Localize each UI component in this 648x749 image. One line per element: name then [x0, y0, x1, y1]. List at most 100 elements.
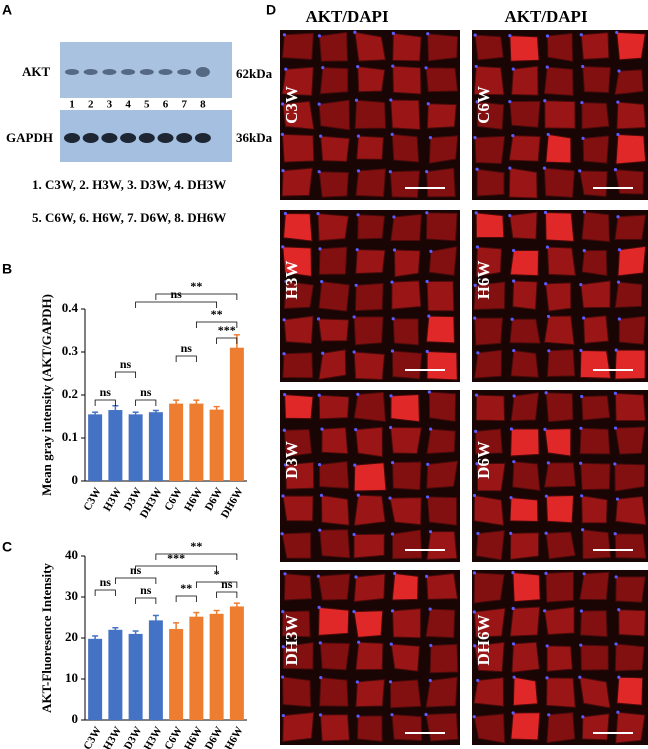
muscle-fiber — [353, 533, 385, 559]
nucleus — [473, 136, 477, 140]
nucleus — [429, 427, 433, 431]
muscle-fiber — [357, 66, 386, 93]
muscle-fiber — [582, 529, 612, 560]
blot-label: GAPDH — [6, 130, 53, 145]
muscle-fiber — [546, 246, 577, 277]
blot-size: 36kDa — [236, 130, 273, 145]
nucleus — [474, 64, 478, 69]
blot-band — [195, 67, 210, 77]
muscle-fiber — [429, 643, 459, 674]
nucleus — [472, 571, 477, 575]
blot-band — [120, 133, 137, 143]
muscle-fiber — [354, 99, 387, 130]
muscle-fiber — [355, 426, 383, 458]
muscle-fiber — [320, 135, 350, 163]
blot-size: 62kDa — [236, 66, 273, 81]
nucleus — [425, 574, 429, 578]
muscle-fiber — [390, 643, 421, 672]
muscle-fiber — [318, 99, 351, 131]
nucleus — [389, 98, 393, 102]
significance-bracket — [195, 581, 238, 588]
muscle-fiber — [581, 249, 608, 277]
muscle-fiber — [357, 214, 386, 240]
nucleus — [283, 463, 288, 467]
nucleus — [546, 314, 551, 319]
nucleus — [283, 211, 287, 216]
nucleus — [353, 463, 357, 467]
muscle-fiber — [473, 494, 505, 526]
nucleus — [579, 282, 583, 287]
nucleus — [317, 393, 321, 397]
nucleus — [511, 711, 515, 715]
muscle-fiber — [474, 349, 503, 379]
muscle-fiber — [353, 610, 384, 638]
muscle-fiber — [281, 610, 311, 638]
muscle-fiber — [546, 645, 573, 672]
muscle-fiber — [510, 350, 539, 378]
muscle-fiber — [579, 571, 610, 601]
muscle-fiber — [426, 350, 458, 381]
bar — [169, 403, 184, 481]
nucleus — [281, 675, 285, 679]
nucleus — [579, 426, 583, 430]
nucleus — [615, 30, 619, 35]
muscle-fiber — [282, 676, 312, 708]
bar — [229, 606, 244, 720]
muscle-fiber — [391, 133, 420, 163]
significance-bracket — [135, 597, 157, 604]
muscle-fiber — [614, 281, 643, 309]
muscle-fiber — [509, 249, 539, 277]
nucleus — [582, 572, 586, 576]
nucleus — [391, 31, 395, 36]
muscle-fiber — [425, 67, 459, 93]
muscle-fiber — [614, 349, 646, 380]
muscle-fiber — [581, 495, 608, 524]
nucleus — [509, 427, 514, 431]
muscle-fiber — [583, 315, 609, 344]
nucleus — [511, 67, 515, 71]
nucleus — [390, 461, 395, 465]
nucleus — [388, 425, 393, 430]
nucleus — [320, 280, 324, 284]
nucleus — [282, 33, 287, 37]
muscle-fiber — [389, 170, 421, 198]
muscle-fiber — [617, 245, 647, 277]
nucleus — [543, 427, 547, 431]
muscle-fiber — [392, 32, 422, 62]
nucleus — [475, 167, 479, 171]
nucleus — [283, 572, 287, 576]
nucleus — [472, 715, 476, 719]
image-label: H6W — [474, 261, 493, 300]
nucleus — [317, 170, 321, 174]
muscle-fiber — [473, 572, 505, 604]
nucleus — [317, 34, 322, 38]
panel-label: D — [266, 2, 276, 18]
muscle-fiber — [580, 280, 611, 309]
muscle-fiber — [512, 572, 541, 603]
muscle-fiber — [392, 65, 422, 95]
nucleus — [390, 132, 394, 136]
significance-bracket — [135, 301, 218, 308]
lane-number: 3 — [107, 99, 113, 111]
significance-label: ns — [100, 385, 112, 399]
muscle-fiber — [318, 606, 350, 636]
nucleus — [317, 463, 322, 467]
nucleus — [547, 713, 551, 717]
muscle-fiber — [475, 212, 505, 239]
blot-band — [64, 133, 80, 143]
x-tick-label: D6W — [203, 725, 226, 749]
nucleus — [614, 575, 618, 579]
muscle-fiber — [390, 213, 422, 242]
nucleus — [616, 710, 620, 714]
bar — [189, 616, 204, 720]
muscle-fiber — [509, 606, 541, 637]
bar — [148, 620, 163, 720]
significance-label: ** — [180, 581, 192, 595]
blot-band — [121, 69, 136, 75]
significance-bracket — [216, 337, 238, 344]
nucleus — [390, 609, 395, 613]
muscle-fiber — [320, 494, 350, 526]
nucleus — [283, 392, 287, 397]
nucleus — [316, 574, 320, 578]
nucleus — [511, 642, 516, 646]
